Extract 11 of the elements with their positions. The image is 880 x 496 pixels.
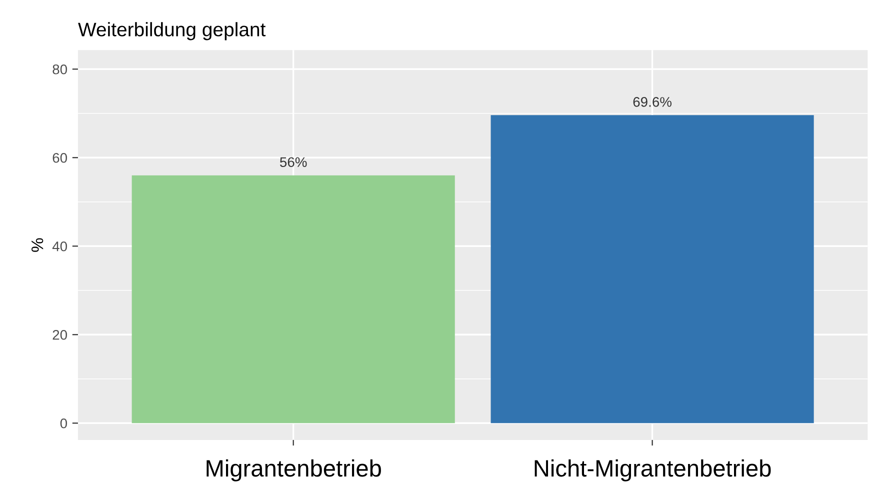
y-tick-label: 40 [52, 241, 68, 252]
y-tick-label: 20 [52, 330, 68, 340]
x-tick-label: Migrantenbetrieb [206, 459, 381, 482]
y-tick-label: 0 [60, 418, 68, 428]
x-tick-label: Nicht-Migrantenbetrieb [534, 459, 771, 482]
y-tick-label: 80 [52, 64, 68, 74]
y-axis-title: % [32, 238, 44, 252]
chart-title: Weiterbildung geplant [78, 22, 266, 40]
data-label: 56% [280, 157, 307, 168]
y-tick-label: 60 [52, 152, 68, 163]
data-label: 69.6% [633, 97, 672, 107]
